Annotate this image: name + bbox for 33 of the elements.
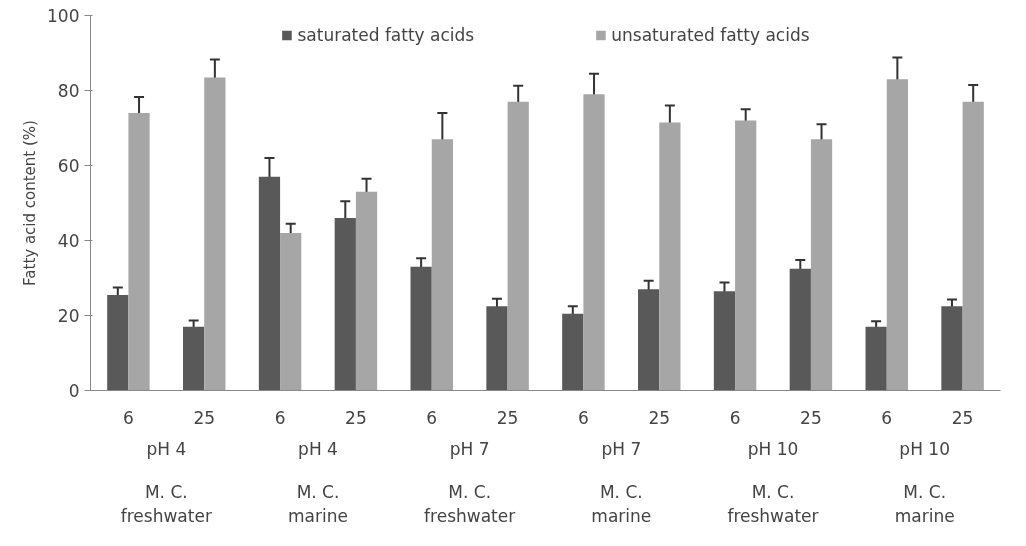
text: pH 4: [146, 438, 187, 459]
text: pH 4: [298, 438, 338, 459]
x-tick-label: 6: [123, 407, 134, 428]
text: M. C. marine: [591, 481, 652, 526]
text: M. C. freshwater: [727, 481, 819, 526]
x-tick-label: 25: [496, 407, 519, 428]
text: M. C. freshwater: [120, 481, 212, 526]
x-tick-label: 6: [426, 407, 438, 428]
x-tick-label: 25: [648, 407, 671, 428]
y-tick-label: 80: [57, 81, 80, 101]
x-tick-label: 6: [881, 407, 893, 428]
text: M. C. marine: [288, 481, 348, 526]
y-tick-label: 20: [57, 306, 80, 326]
y-tick-label: 0: [68, 381, 80, 401]
x-tick-label: 25: [193, 407, 216, 428]
x-tick-label: 25: [951, 407, 974, 428]
y-axis-title: Fatty acid content (%): [21, 120, 40, 286]
y-tick-label: 40: [57, 231, 80, 251]
text: pH 7: [601, 438, 642, 459]
text: pH 7: [449, 438, 490, 459]
x-tick-label: 6: [578, 407, 589, 428]
x-tick-label: 25: [345, 407, 367, 428]
y-tick-label: 60: [57, 156, 80, 176]
y-tick-label: 100: [47, 6, 80, 26]
x-tick-label: 6: [729, 407, 741, 428]
text: M. C. marine: [894, 481, 955, 526]
text: M. C. freshwater: [424, 481, 516, 526]
x-tick-label: 6: [274, 407, 286, 428]
text: pH 10: [747, 438, 799, 459]
legend-label: saturated fatty acids: [297, 25, 475, 45]
x-tick-label: 25: [800, 407, 822, 428]
text: pH 10: [899, 438, 950, 459]
legend-label: unsaturated fatty acids: [611, 25, 810, 45]
